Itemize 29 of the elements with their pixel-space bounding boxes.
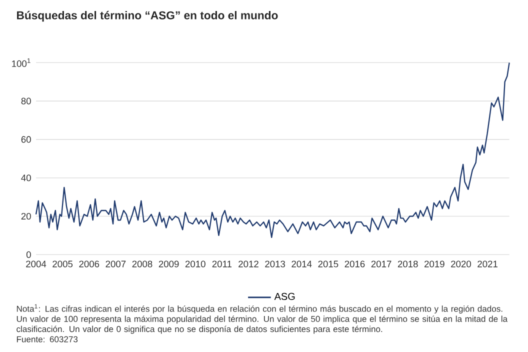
y-tick-label: 0 [26, 251, 31, 258]
x-tick-label: 2004 [26, 260, 46, 268]
x-tick-label: 2015 [318, 260, 338, 268]
y-tick-label: 20 [21, 212, 31, 220]
x-tick-label: 2010 [185, 260, 206, 268]
y-tick-label: 80 [21, 98, 31, 104]
text: Nota$^{1}$: Las cifras indican el interés por la búsqueda en relación con el término más buscado en el momento y la región dados. Un valor de 100 representa la máxima popularidad del término. Un valor de 50 implica que el término se sitúa en la mitad de la clasificación. Un valor de 0 significa que no se disponía de datos suficientes para este término. [16, 304, 508, 334]
x-tick-label: 2017 [371, 260, 392, 268]
x-tick-label: 2005 [52, 260, 73, 268]
x-tick-label: 2006 [79, 260, 100, 268]
line-series [35, 62, 510, 238]
x-tick-label: 2020 [451, 260, 472, 268]
x-tick-label: 2018 [398, 260, 418, 268]
x-tick-label: 2013 [265, 260, 286, 268]
x-tick-label: 2019 [424, 260, 444, 268]
x-tick-label: 2011 [212, 260, 232, 268]
x-tick-label: 2009 [158, 260, 179, 268]
x-tick-label: 2012 [238, 260, 258, 268]
chart-title: Búsquedas del término “ASG” en todo el mundo [17, 10, 278, 22]
y-tick-label: 100$^{1}$ [12, 58, 30, 67]
x-tick-label: 2014 [292, 260, 312, 268]
x-tick-label: 2021 [478, 260, 498, 268]
x-tick-label: 2008 [132, 260, 152, 268]
y-tick-label: 60 [21, 136, 31, 143]
y-tick-label: 40 [21, 174, 31, 182]
source-note: Fuente: 603273 [16, 336, 78, 342]
x-tick-label: 2007 [106, 260, 126, 268]
legend-label: ASG [274, 292, 295, 300]
x-tick-label: 2016 [344, 260, 365, 268]
